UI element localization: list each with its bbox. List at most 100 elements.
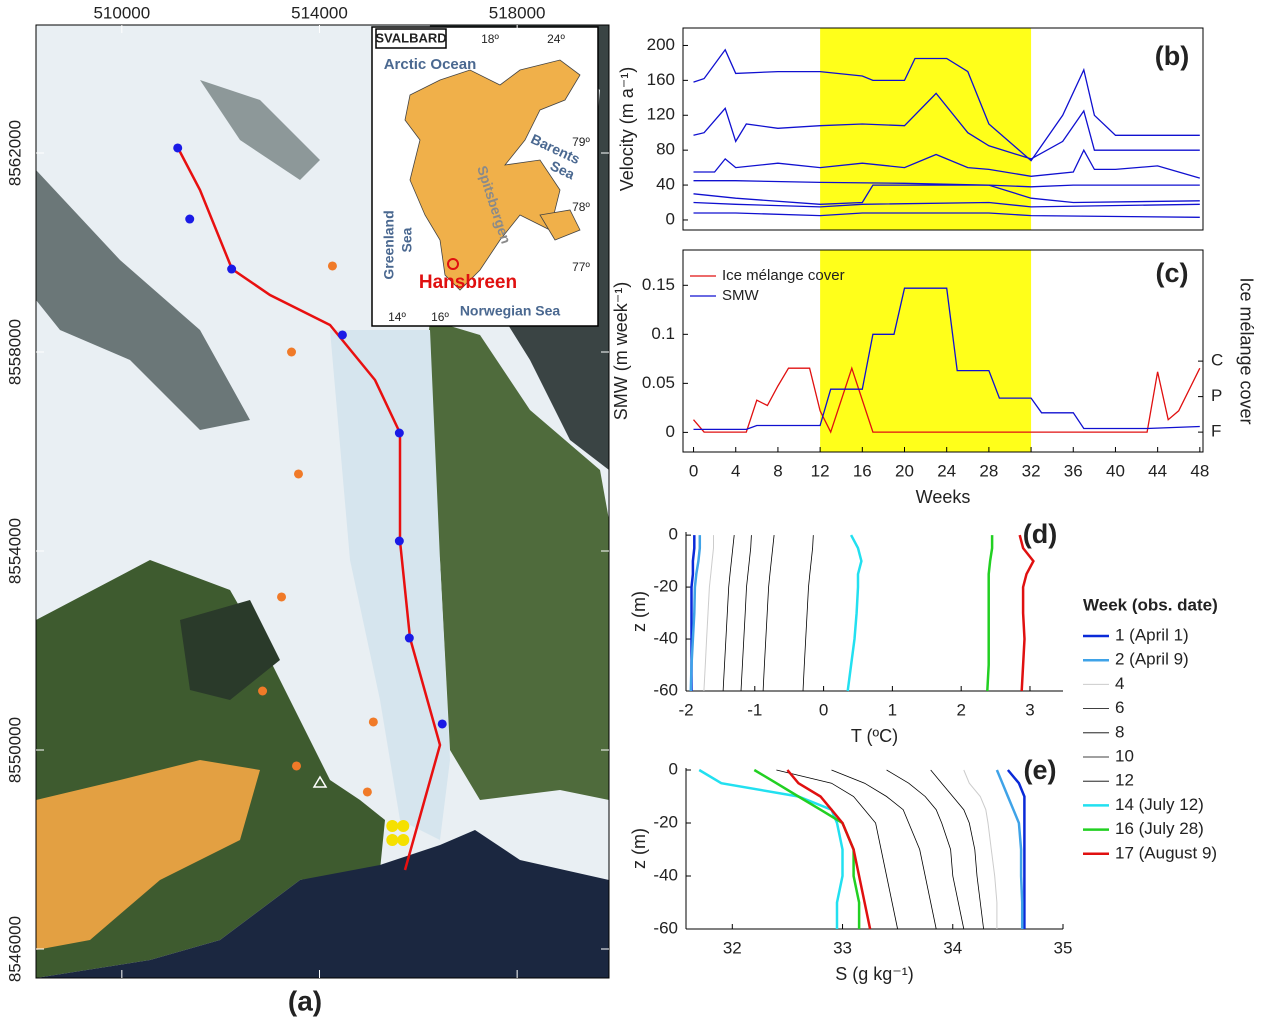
series-line (776, 769, 898, 930)
highlight-band (820, 28, 1032, 230)
series-line (693, 212, 1200, 218)
map-point (327, 261, 337, 271)
map-point (404, 633, 414, 643)
panel-label: (a) (288, 985, 322, 1016)
map-point (386, 819, 399, 832)
x-tick-label: 20 (895, 461, 914, 480)
inset-label: 24º (547, 32, 565, 46)
legend-label: 4 (1115, 674, 1124, 693)
map-point (394, 536, 404, 546)
panel-label: (e) (1024, 755, 1057, 785)
series-line (698, 768, 844, 929)
y-tick-label: 0.1 (651, 324, 675, 343)
y-axis-label: Velocity (m a⁻¹) (617, 67, 637, 192)
map-point (173, 143, 183, 153)
orange-land (36, 760, 260, 950)
series-line (1018, 534, 1035, 692)
series-line (846, 534, 863, 692)
y-axis-label: z (m) (629, 591, 649, 632)
map-x-tick-label: 514000 (291, 3, 348, 22)
y-tick-label: 0.05 (642, 373, 675, 392)
series-line (762, 535, 775, 692)
series-line (995, 769, 1024, 929)
x-tick-label: 44 (1148, 461, 1167, 480)
legend-label: 2 (April 9) (1115, 650, 1189, 669)
map-y-tick-label: 8546000 (5, 916, 24, 982)
y-tick-label: -60 (653, 918, 678, 937)
series-line (986, 535, 994, 692)
map-point (337, 330, 347, 340)
x-tick-label: 40 (1106, 461, 1125, 480)
x-tick-label: 0 (819, 700, 828, 719)
legend-label: Ice mélange cover (722, 267, 845, 284)
series-line (693, 92, 1200, 160)
legend-label: 1 (April 1) (1115, 625, 1189, 644)
x-tick-label: 33 (833, 938, 852, 957)
y2-tick-label: F (1211, 422, 1221, 441)
highlight-band (820, 250, 1032, 452)
inset-label: 79º (572, 135, 590, 149)
y-tick-label: 200 (647, 35, 675, 54)
x-tick-label: 4 (731, 461, 740, 480)
x-tick-label: 3 (1025, 700, 1034, 719)
series-line (693, 366, 1201, 434)
map-y-tick-label: 8550000 (5, 717, 24, 783)
x-axis-label: T (ºC) (851, 726, 898, 746)
series-line (1006, 769, 1026, 929)
inset-label: 78º (572, 200, 590, 214)
y-tick-label: -20 (653, 812, 678, 831)
map-point (258, 686, 268, 696)
centerline (176, 147, 442, 871)
y-tick-label: 0.15 (642, 275, 675, 294)
map-point (397, 819, 410, 832)
y-axis-label: SMW (m week⁻¹) (611, 282, 631, 421)
plot-frame (682, 27, 1204, 231)
y-tick-label: 0 (669, 525, 678, 544)
y2-tick-label: P (1211, 386, 1222, 405)
map-x-tick-label: 510000 (93, 3, 150, 22)
y-tick-label: 0 (666, 209, 675, 228)
series-line (831, 769, 937, 930)
rock (200, 80, 320, 180)
series-line (693, 184, 1200, 205)
x-tick-label: 28 (979, 461, 998, 480)
x-tick-label: 16 (853, 461, 872, 480)
inset-label: Norwegian Sea (460, 303, 561, 319)
x-tick-label: 1 (888, 700, 897, 719)
rock (36, 170, 250, 430)
rock (180, 600, 280, 700)
map-point (277, 592, 287, 602)
legend-label: 10 (1115, 746, 1134, 765)
inset-title: SVALBARD (375, 30, 446, 45)
y-tick-label: 80 (656, 140, 675, 159)
legend-label: 14 (July 12) (1115, 795, 1204, 814)
map-point (368, 717, 378, 727)
inset-title-box (375, 28, 447, 49)
map-point (293, 469, 303, 479)
vegetation (420, 320, 609, 800)
x-tick-label: 24 (937, 461, 956, 480)
map-point (185, 214, 195, 224)
panel-label: (c) (1156, 258, 1189, 288)
inset-label: Arctic Ocean (384, 56, 477, 73)
inset-label: Sea (399, 227, 415, 252)
station-marker (312, 775, 328, 788)
series-line (963, 769, 998, 929)
x-axis-label: S (g kg⁻¹) (835, 964, 914, 984)
legend-label: 8 (1115, 722, 1124, 741)
series-line (693, 148, 1200, 179)
x-tick-label: -1 (747, 700, 762, 719)
y-tick-label: 120 (647, 105, 675, 124)
inset-label: Greenland (381, 210, 397, 279)
y-tick-label: 0 (666, 422, 675, 441)
x-tick-label: 0 (689, 461, 698, 480)
plot-frame (682, 249, 1204, 453)
panel-label: (b) (1155, 41, 1189, 71)
map-frame (35, 24, 610, 979)
y-tick-label: 160 (647, 70, 675, 89)
y-tick-label: 40 (656, 175, 675, 194)
map-y-tick-label: 8554000 (5, 518, 24, 584)
